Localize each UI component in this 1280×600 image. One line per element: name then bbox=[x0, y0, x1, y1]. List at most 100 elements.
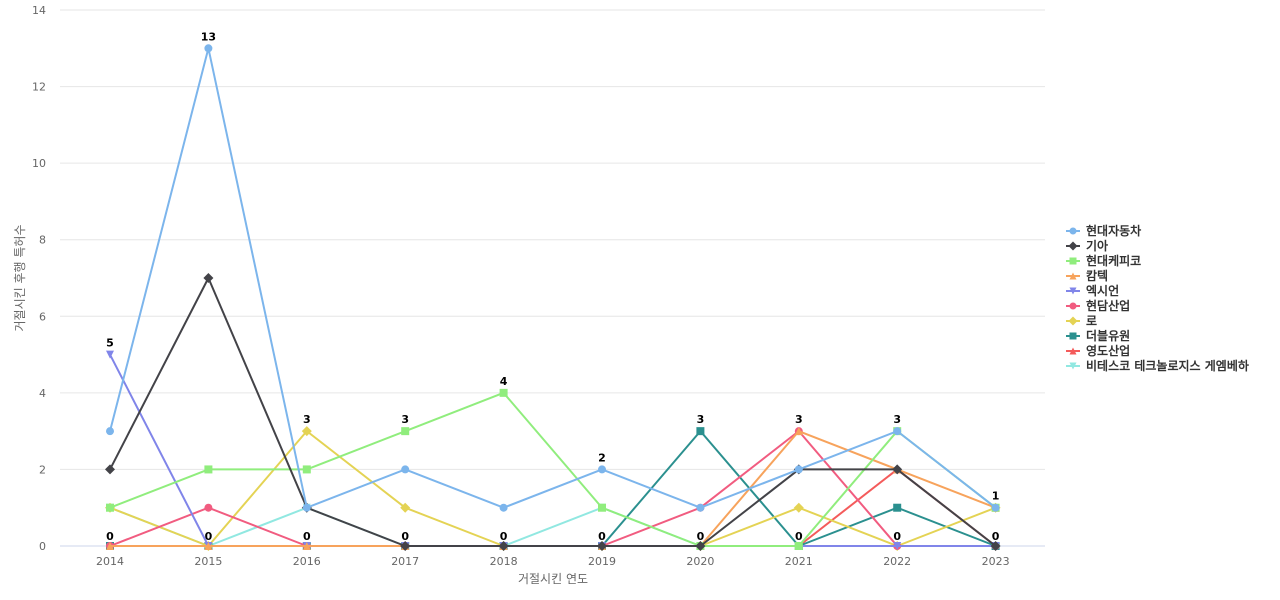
y-tick-label: 0 bbox=[39, 540, 46, 553]
data-point bbox=[498, 541, 509, 551]
data-point bbox=[401, 427, 410, 436]
data-point bbox=[893, 542, 902, 550]
x-axis-title: 거절시킨 연도 bbox=[518, 572, 588, 586]
legend-label: 로 bbox=[1086, 314, 1097, 328]
legend-marker bbox=[1068, 316, 1078, 326]
data-label: 13 bbox=[201, 30, 216, 43]
legend-marker bbox=[1068, 241, 1078, 251]
series-1 bbox=[106, 44, 1000, 512]
data-label: 0 bbox=[697, 530, 705, 543]
data-point bbox=[400, 541, 411, 551]
legend-item[interactable]: 현대케피코 bbox=[1066, 253, 1141, 268]
y-axis-title: 거절시킨 후행 특허수 bbox=[12, 225, 27, 332]
data-point bbox=[204, 542, 213, 550]
series-line bbox=[109, 391, 997, 547]
data-label: 0 bbox=[992, 530, 1000, 543]
y-axis: 0 2 4 6 8 10 12 14 bbox=[32, 4, 46, 553]
data-labels: 5 0 13 0 3 0 3 0 4 0 2 0 3 0 3 0 3 0 1 0 bbox=[106, 30, 1000, 543]
data-point bbox=[106, 427, 114, 436]
series-line bbox=[109, 506, 996, 547]
data-point bbox=[598, 465, 606, 474]
data-label: 0 bbox=[598, 530, 606, 543]
legend-item[interactable]: 현담산업 bbox=[1066, 298, 1130, 313]
data-label: 0 bbox=[795, 530, 803, 543]
y-tick-label: 14 bbox=[32, 4, 46, 17]
data-point bbox=[893, 503, 902, 512]
data-point bbox=[794, 542, 803, 550]
legend-item[interactable]: 더블유원 bbox=[1066, 328, 1130, 343]
data-point bbox=[106, 542, 114, 550]
legend-item[interactable]: 비테스코 테크놀로지스 게엠베하 bbox=[1066, 358, 1249, 373]
legend-item[interactable]: 엑시언 bbox=[1066, 283, 1119, 298]
data-label: 2 bbox=[598, 451, 606, 464]
legend-label: 비테스코 테크놀로지스 게엠베하 bbox=[1086, 358, 1249, 373]
x-tick-label: 2017 bbox=[391, 555, 419, 568]
legend-marker bbox=[1069, 302, 1077, 310]
x-tick-label: 2016 bbox=[293, 555, 321, 568]
series-line bbox=[109, 47, 997, 509]
data-point bbox=[106, 350, 114, 359]
data-point bbox=[893, 427, 902, 436]
data-point bbox=[400, 502, 411, 513]
legend-item[interactable]: 기아 bbox=[1066, 238, 1108, 253]
x-tick-label: 2022 bbox=[883, 555, 911, 568]
data-point bbox=[302, 503, 311, 512]
data-label: 3 bbox=[401, 413, 409, 426]
data-point bbox=[105, 464, 115, 475]
legend-item[interactable]: 현대자동차 bbox=[1066, 223, 1141, 238]
x-tick-label: 2015 bbox=[194, 555, 222, 568]
legend-item[interactable]: 영도산업 bbox=[1066, 343, 1130, 358]
legend-label: 현대케피코 bbox=[1086, 253, 1141, 268]
data-point bbox=[302, 542, 311, 550]
data-point bbox=[696, 503, 705, 512]
data-label: 0 bbox=[303, 530, 311, 543]
data-point bbox=[499, 388, 508, 397]
legend-label: 현담산업 bbox=[1086, 298, 1130, 313]
data-point bbox=[301, 426, 312, 437]
series-line bbox=[110, 468, 997, 547]
data-label: 0 bbox=[893, 530, 901, 543]
data-label: 0 bbox=[500, 530, 508, 543]
y-tick-label: 10 bbox=[32, 157, 46, 170]
series-10 bbox=[106, 503, 1000, 550]
data-label: 1 bbox=[992, 490, 1000, 503]
legend-label: 영도산업 bbox=[1086, 343, 1130, 358]
legend-marker bbox=[1069, 347, 1077, 355]
data-point bbox=[302, 465, 311, 474]
data-point bbox=[793, 502, 804, 513]
legend-marker bbox=[1069, 332, 1077, 340]
data-point bbox=[499, 503, 508, 512]
y-tick-label: 12 bbox=[32, 81, 46, 94]
series-group bbox=[105, 44, 1001, 551]
legend-marker bbox=[1069, 227, 1077, 235]
legend-label: 현대자동차 bbox=[1086, 223, 1141, 238]
legend-marker bbox=[1069, 272, 1077, 280]
data-label: 3 bbox=[893, 413, 901, 426]
data-label: 0 bbox=[401, 530, 409, 543]
data-label: 3 bbox=[697, 413, 705, 426]
data-point bbox=[597, 541, 607, 551]
data-label: 3 bbox=[303, 413, 311, 426]
legend-label: 기아 bbox=[1086, 238, 1108, 253]
legend-label: 더블유원 bbox=[1086, 328, 1130, 343]
x-tick-label: 2014 bbox=[96, 555, 124, 568]
data-label: 4 bbox=[500, 375, 508, 388]
data-point bbox=[794, 427, 803, 436]
y-tick-label: 6 bbox=[39, 310, 46, 323]
data-point bbox=[203, 273, 214, 283]
data-point bbox=[204, 503, 213, 512]
x-tick-label: 2020 bbox=[686, 555, 714, 568]
legend-item[interactable]: 로 bbox=[1066, 314, 1097, 328]
data-point bbox=[794, 465, 803, 474]
legend-label: 엑시언 bbox=[1086, 283, 1119, 298]
data-point bbox=[401, 465, 410, 474]
data-label: 5 bbox=[106, 337, 114, 350]
data-point bbox=[990, 541, 1001, 551]
data-point bbox=[696, 427, 705, 436]
y-tick-label: 4 bbox=[39, 387, 46, 400]
x-tick-label: 2018 bbox=[490, 555, 518, 568]
legend-item[interactable]: 캄텍 bbox=[1066, 268, 1108, 283]
